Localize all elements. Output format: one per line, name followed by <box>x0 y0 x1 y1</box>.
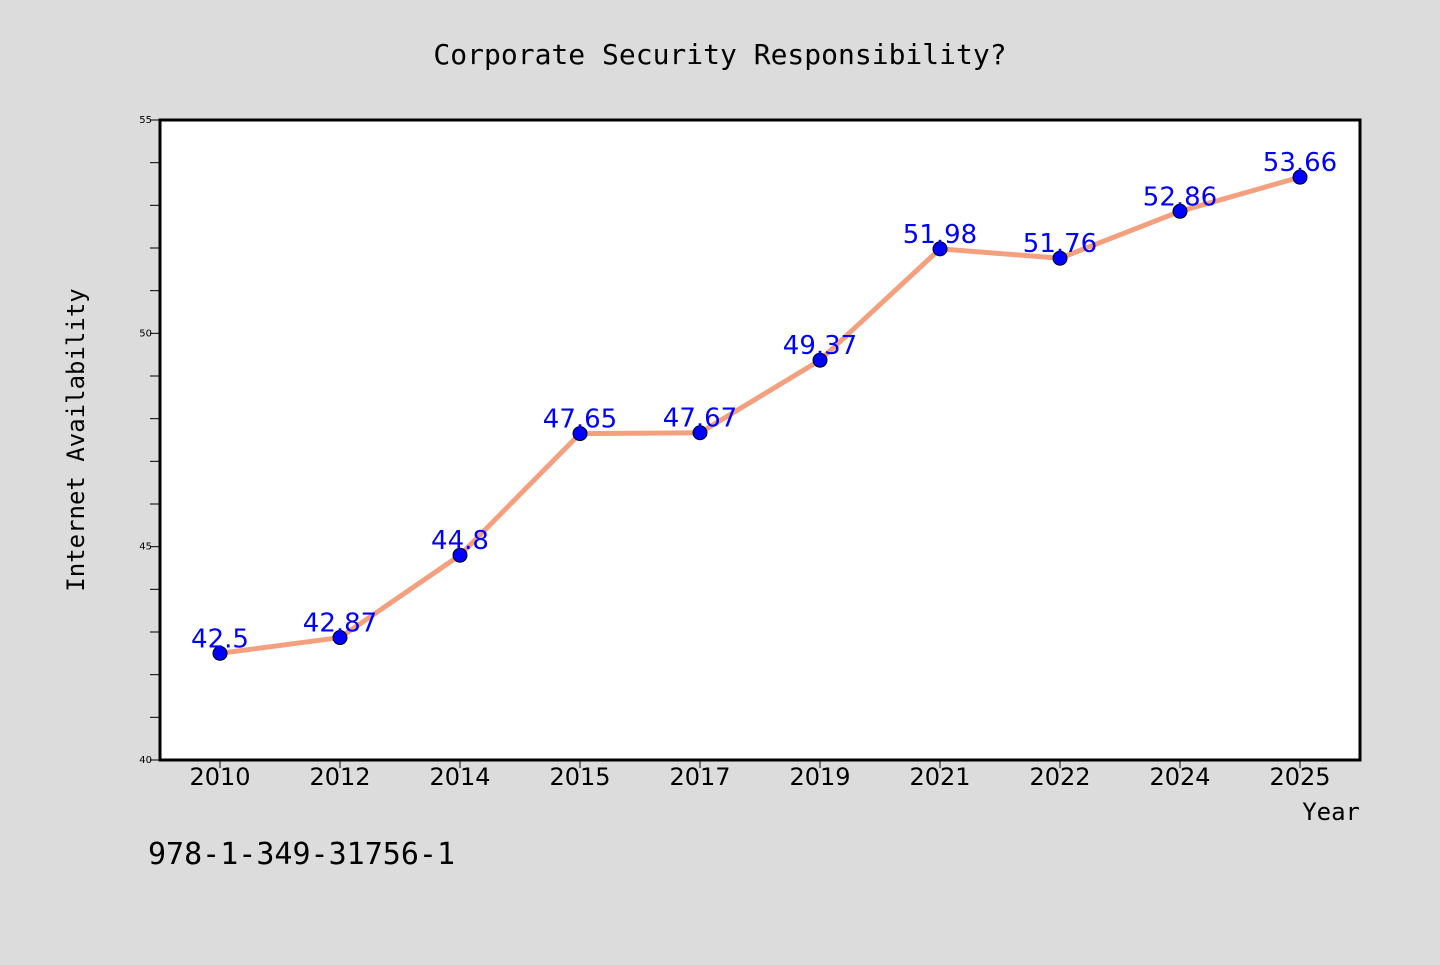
data-value-label: 53.66 <box>1263 148 1337 178</box>
data-value-label: 51.76 <box>1023 229 1097 259</box>
chart-title: Corporate Security Responsibility? <box>433 38 1006 71</box>
data-point <box>452 547 468 563</box>
x-tick-label: 2024 <box>1149 763 1210 791</box>
y-axis-ticks: 40 45 50 55 <box>139 115 160 766</box>
isbn-label: 978-1-349-31756-1 <box>148 837 455 872</box>
data-point <box>692 425 708 441</box>
y-axis-label: Internet Availability <box>62 288 90 591</box>
data-points <box>212 169 1308 661</box>
x-tick-label: 2017 <box>669 763 730 791</box>
data-point <box>932 241 948 257</box>
x-tick-label: 2019 <box>789 763 850 791</box>
y-tick-label: 55 <box>139 115 152 126</box>
x-tick-label: 2025 <box>1269 763 1330 791</box>
data-point <box>572 426 588 442</box>
data-value-label: 51.98 <box>903 220 977 250</box>
x-axis-ticks: 2010 2012 2014 2015 2017 2019 2021 2022 2024 2025 <box>189 760 1331 791</box>
data-value-label: 42.5 <box>191 624 249 654</box>
data-value-label: 47.67 <box>663 404 737 434</box>
data-value-label: 42.87 <box>303 609 377 639</box>
value-labels: 42.5 42.87 44.8 47.65 47.67 49.37 51.98 51.76 52… <box>191 148 1337 654</box>
series-line <box>217 174 1303 656</box>
x-tick-label: 2022 <box>1029 763 1090 791</box>
x-tick-label: 2012 <box>309 763 370 791</box>
y-tick-label: 40 <box>139 755 152 766</box>
data-point <box>212 645 228 661</box>
data-point <box>1052 250 1068 266</box>
x-tick-label: 2015 <box>549 763 610 791</box>
plot-area <box>160 120 1360 760</box>
x-tick-label: 2021 <box>909 763 970 791</box>
y-tick-label: 50 <box>139 328 152 339</box>
y-minor-ticks <box>150 162 160 718</box>
data-point <box>1292 169 1308 185</box>
data-value-label: 44.8 <box>431 526 489 556</box>
x-tick-label: 2010 <box>189 763 250 791</box>
data-point <box>332 630 348 646</box>
data-point <box>1172 203 1188 219</box>
x-axis-label: Year <box>1302 798 1360 826</box>
data-value-label: 49.37 <box>783 331 857 361</box>
x-tick-label: 2014 <box>429 763 490 791</box>
y-tick-label: 45 <box>139 542 152 553</box>
data-value-label: 52.86 <box>1143 182 1217 212</box>
data-point <box>812 352 828 368</box>
plot-frame <box>158 118 1362 762</box>
data-value-label: 47.65 <box>543 405 617 435</box>
